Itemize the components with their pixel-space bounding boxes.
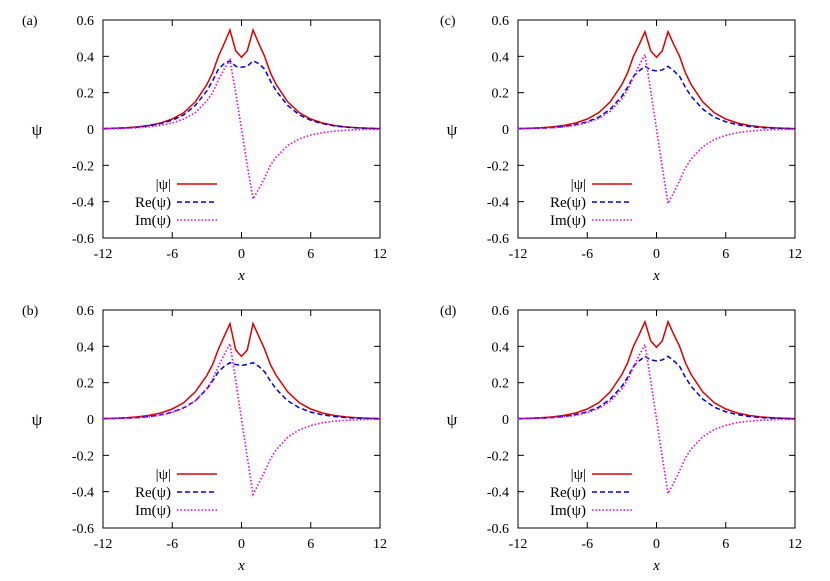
x-tick-label: -12 <box>509 247 528 262</box>
y-tick-label: 0 <box>87 413 94 428</box>
legend-entry: Re(ψ) <box>135 485 171 501</box>
y-tick-label: -0.4 <box>487 486 509 501</box>
series-line <box>518 52 795 206</box>
x-tick-label: -12 <box>94 537 113 552</box>
y-tick-label: 0.6 <box>77 14 95 29</box>
series-line <box>103 321 380 420</box>
legend-entry: Im(ψ) <box>550 503 586 519</box>
series-line <box>518 319 795 420</box>
x-tick-label: 6 <box>722 247 729 262</box>
panel-label: (c) <box>440 14 456 29</box>
y-tick-label: -0.2 <box>72 159 94 174</box>
y-tick-label: 0.4 <box>77 340 95 355</box>
series-line <box>103 341 380 497</box>
y-tick-label: -0.6 <box>487 522 509 537</box>
x-tick-label: -12 <box>94 247 113 262</box>
y-tick-label: 0.2 <box>77 377 95 392</box>
chart-panel: (b) -12 -6 0 6 12 -0.6 -0.4 -0.2 0 0.2 0.4 0.6 x ψ |ψ| R… <box>22 304 387 574</box>
panel-label: (b) <box>22 304 39 319</box>
legend-entry: |ψ| <box>156 177 171 193</box>
x-tick-label: -6 <box>581 247 593 262</box>
chart-panel: (d) -12 -6 0 6 12 -0.6 -0.4 -0.2 0 0.2 0.4 0.6 x ψ |ψ| R… <box>440 304 802 574</box>
series-line <box>103 59 380 130</box>
y-tick-label: 0.2 <box>492 377 510 392</box>
y-tick-label: -0.6 <box>72 522 94 537</box>
series-line <box>518 355 795 420</box>
x-tick-label: -6 <box>581 537 593 552</box>
y-tick-label: -0.4 <box>72 486 94 501</box>
y-tick-label: 0.4 <box>77 50 95 65</box>
series-line <box>518 29 795 130</box>
y-tick-label: 0.6 <box>77 304 95 319</box>
y-tick-label: -0.2 <box>487 159 509 174</box>
legend-entry: Im(ψ) <box>550 213 586 229</box>
x-tick-label: 0 <box>653 247 660 262</box>
x-tick-label: 12 <box>788 247 802 262</box>
legend-entry: Im(ψ) <box>135 213 171 229</box>
x-axis-label: x <box>237 268 245 284</box>
chart-panel: (c) -12 -6 0 6 12 -0.6 -0.4 -0.2 0 0.2 0.4 0.6 x ψ |ψ| R… <box>440 14 802 284</box>
y-tick-label: -0.6 <box>72 232 94 247</box>
legend-entry: |ψ| <box>156 467 171 483</box>
y-tick-label: 0 <box>502 413 509 428</box>
y-tick-label: -0.4 <box>72 196 94 211</box>
y-axis-label: ψ <box>32 120 43 139</box>
series-line <box>518 342 795 496</box>
y-axis-label: ψ <box>447 120 458 139</box>
x-axis-label: x <box>237 558 245 574</box>
legend-entry: Re(ψ) <box>550 195 586 211</box>
chart-panel: (a) -12 -6 0 6 12 -0.6 -0.4 -0.2 0 0.2 0.4 0.6 x ψ |ψ| R… <box>22 14 387 284</box>
x-tick-label: -12 <box>509 537 528 552</box>
y-tick-label: -0.2 <box>72 449 94 464</box>
y-tick-label: 0.4 <box>492 340 510 355</box>
x-tick-label: 12 <box>788 537 802 552</box>
legend-entry: Re(ψ) <box>550 485 586 501</box>
x-tick-label: 0 <box>238 537 245 552</box>
y-tick-label: -0.6 <box>487 232 509 247</box>
x-tick-label: 6 <box>307 247 314 262</box>
y-tick-label: 0.6 <box>492 14 510 29</box>
y-axis-label: ψ <box>447 410 458 429</box>
x-tick-label: 12 <box>373 247 387 262</box>
x-tick-label: 6 <box>307 537 314 552</box>
series-line <box>103 57 380 202</box>
y-tick-label: -0.2 <box>487 449 509 464</box>
series-line <box>103 361 380 420</box>
y-tick-label: 0.6 <box>492 304 510 319</box>
y-tick-label: -0.4 <box>487 196 509 211</box>
y-tick-label: 0.2 <box>492 87 510 102</box>
y-tick-label: 0.2 <box>77 87 95 102</box>
x-tick-label: -6 <box>166 537 178 552</box>
y-tick-label: 0.4 <box>492 50 510 65</box>
y-tick-label: 0 <box>502 123 509 138</box>
x-tick-label: 0 <box>238 247 245 262</box>
y-axis-label: ψ <box>32 410 43 429</box>
panel-label: (d) <box>440 304 457 319</box>
x-tick-label: -6 <box>166 247 178 262</box>
x-tick-label: 12 <box>373 537 387 552</box>
panel-label: (a) <box>22 14 38 29</box>
x-axis-label: x <box>652 268 660 284</box>
x-tick-label: 6 <box>722 537 729 552</box>
series-line <box>103 27 380 130</box>
legend-entry: Re(ψ) <box>135 195 171 211</box>
legend-entry: |ψ| <box>571 467 586 483</box>
x-tick-label: 0 <box>653 537 660 552</box>
legend-entry: |ψ| <box>571 177 586 193</box>
y-tick-label: 0 <box>87 123 94 138</box>
series-line <box>518 65 795 130</box>
x-axis-label: x <box>652 558 660 574</box>
legend-entry: Im(ψ) <box>135 503 171 519</box>
